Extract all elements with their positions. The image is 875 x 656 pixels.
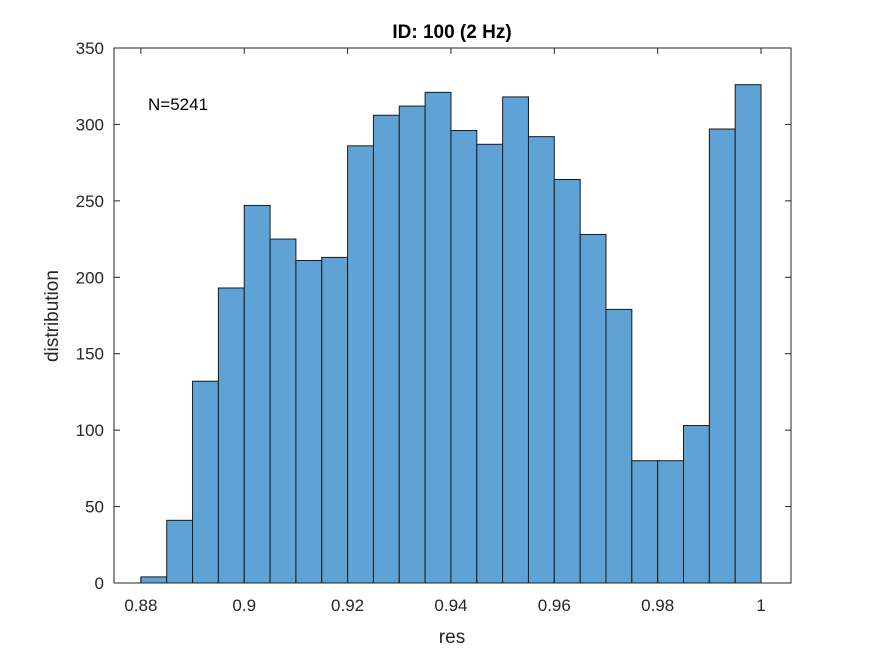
histogram-bar bbox=[605, 308, 633, 584]
histogram-bar bbox=[243, 204, 271, 584]
histogram-bar bbox=[657, 460, 685, 584]
histogram-bar bbox=[269, 238, 297, 584]
y-tick-label: 250 bbox=[76, 192, 104, 211]
histogram-bar bbox=[502, 96, 529, 584]
x-axis-label: res bbox=[439, 627, 465, 648]
x-tick-label: 0.96 bbox=[538, 596, 571, 615]
plot-frame bbox=[113, 47, 792, 584]
x-tick-label: 0.92 bbox=[331, 596, 364, 615]
histogram-bar bbox=[140, 576, 168, 584]
histogram-bar bbox=[708, 128, 736, 584]
chart-title: ID: 100 (2 Hz) bbox=[392, 22, 511, 43]
histogram-bar bbox=[553, 178, 581, 584]
histogram-bar bbox=[527, 136, 555, 584]
y-tick-label: 200 bbox=[76, 268, 104, 287]
histogram-bar bbox=[295, 259, 323, 584]
y-tick-label: 150 bbox=[76, 345, 104, 364]
histogram-bar bbox=[579, 233, 607, 584]
histogram-bar bbox=[631, 460, 659, 584]
sample-count-annotation: N=5241 bbox=[148, 95, 208, 114]
histogram-bar bbox=[321, 256, 349, 584]
x-tick-label: 0.88 bbox=[124, 596, 157, 615]
histogram-bar bbox=[450, 130, 478, 584]
x-tick-label: 1 bbox=[756, 596, 765, 615]
histogram-bar bbox=[476, 143, 504, 584]
y-tick-label: 100 bbox=[76, 421, 104, 440]
histogram-bar bbox=[192, 380, 219, 584]
x-axis-ticks: 0.88 0.9 0.92 0.94 0.96 0.98 1 bbox=[124, 48, 766, 615]
y-tick-label: 0 bbox=[95, 574, 104, 593]
histogram-bar bbox=[683, 425, 710, 584]
x-tick-label: 0.9 bbox=[232, 596, 256, 615]
histogram-bar bbox=[372, 114, 400, 584]
y-tick-label: 50 bbox=[85, 498, 104, 517]
y-tick-label: 300 bbox=[76, 115, 104, 134]
x-tick-label: 0.94 bbox=[434, 596, 467, 615]
histogram-bar bbox=[347, 145, 374, 584]
histogram-bar bbox=[217, 287, 245, 584]
y-axis-label: distribution bbox=[42, 270, 63, 362]
histogram-bar bbox=[398, 105, 426, 584]
histogram-bar bbox=[166, 519, 194, 584]
y-axis-ticks: 0 50 100 150 200 250 300 350 bbox=[76, 39, 791, 593]
y-tick-label: 350 bbox=[76, 39, 104, 58]
histogram-bar bbox=[734, 84, 762, 584]
histogram-bar bbox=[424, 91, 452, 584]
x-tick-label: 0.98 bbox=[641, 596, 674, 615]
bars-group bbox=[140, 84, 762, 584]
